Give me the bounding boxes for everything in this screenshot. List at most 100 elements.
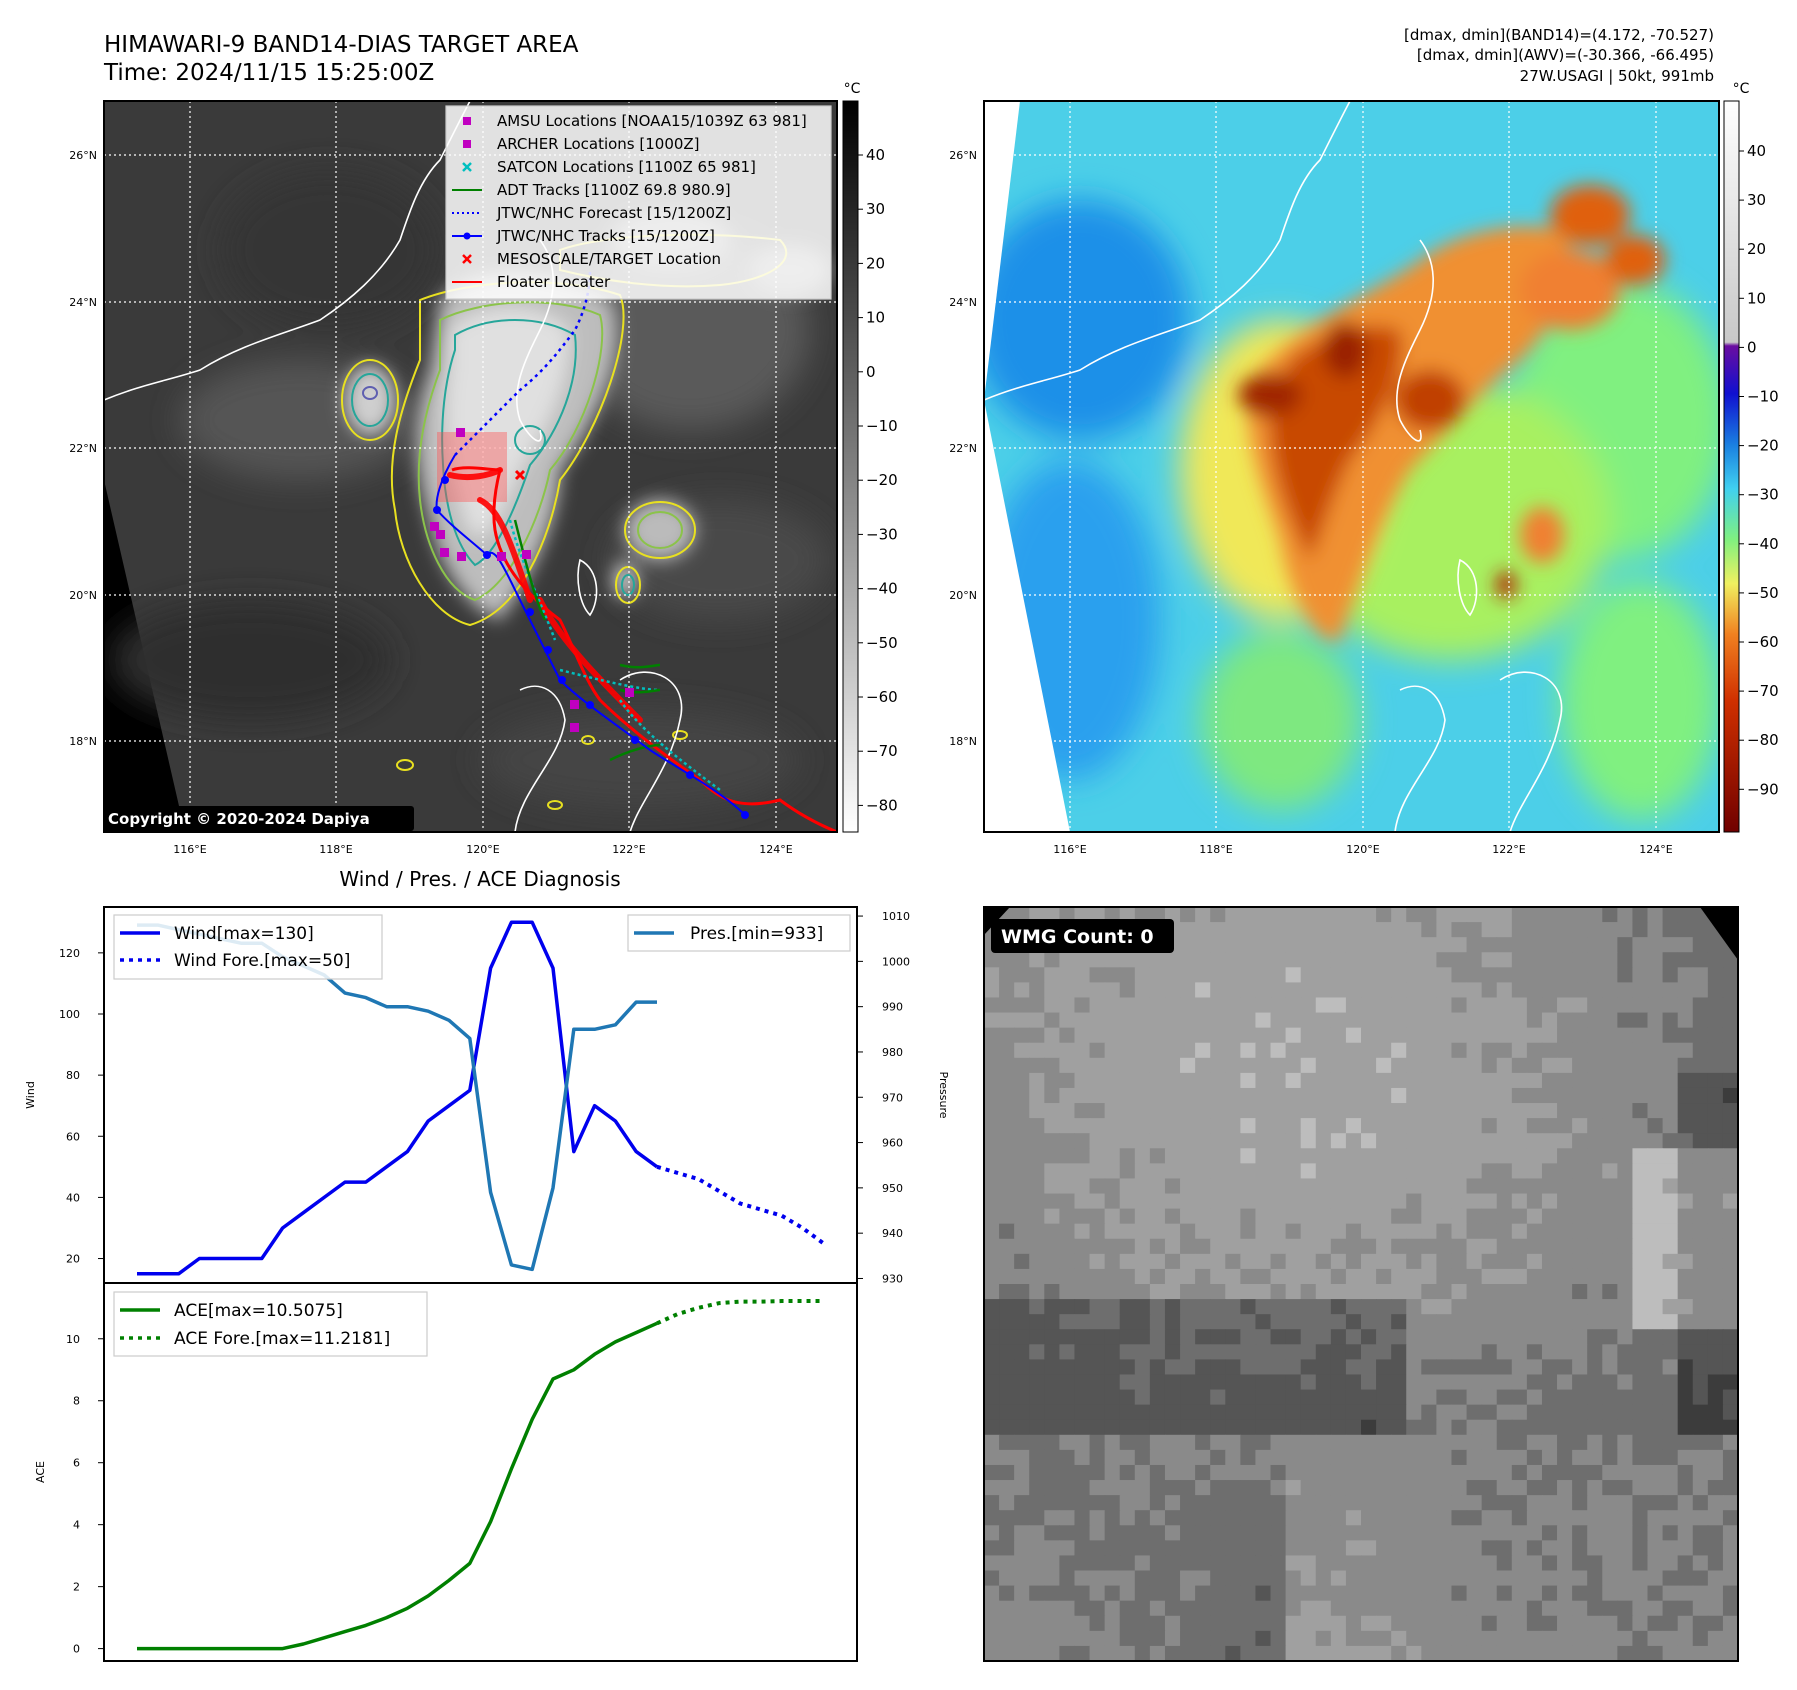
wmg-cell — [1149, 1510, 1166, 1526]
wmg-cell — [1391, 1193, 1407, 1210]
wmg-cell — [1240, 1449, 1257, 1466]
wmg-cell — [1677, 1299, 1694, 1315]
wmg-cell — [1677, 1615, 1694, 1632]
wmg-cell — [1014, 1012, 1030, 1029]
wmg-cell — [1134, 1133, 1151, 1149]
wmg-cell — [1225, 1630, 1241, 1647]
wmg-cell — [1285, 1540, 1302, 1557]
wmg-cell — [1466, 1525, 1483, 1541]
wmg-cell — [1406, 1449, 1422, 1466]
wmg-cell — [1315, 1103, 1332, 1119]
wmg-cell — [1361, 1495, 1377, 1511]
wmg-cell — [1240, 1057, 1257, 1074]
wmg-cell — [1014, 1495, 1030, 1511]
wind-tick-label: 120 — [59, 947, 80, 960]
wmg-cell — [1014, 1464, 1030, 1481]
wmg-cell — [1466, 1103, 1483, 1119]
wmg-cell — [1134, 1299, 1151, 1315]
map-legend-entry: ARCHER Locations [1000Z] — [463, 135, 700, 153]
wmg-cell — [1496, 1253, 1513, 1270]
wmg-cell — [1421, 1555, 1437, 1572]
wmg-cell — [1496, 1163, 1513, 1180]
wmg-cell — [1662, 1193, 1679, 1210]
wmg-cell — [1526, 1645, 1543, 1661]
wmg-cell — [1315, 982, 1332, 999]
wmg-cell — [1149, 1404, 1166, 1421]
wmg-cell — [1406, 1329, 1422, 1345]
wmg-image — [984, 907, 1738, 1661]
wmg-cell — [1587, 1238, 1603, 1255]
wmg-cell — [1285, 1163, 1302, 1180]
wmg-cell — [1059, 1042, 1076, 1059]
wmg-cell — [1240, 1027, 1257, 1044]
wmg-cell — [1074, 1495, 1091, 1511]
wmg-cell — [1496, 1585, 1513, 1602]
wmg-cell — [1376, 1540, 1392, 1557]
wmg-cell — [1376, 1072, 1392, 1089]
wmg-cell — [984, 1540, 1000, 1557]
wmg-cell — [1270, 1404, 1287, 1421]
wmg-cell — [1391, 1630, 1407, 1647]
wmg-cell — [1421, 967, 1437, 983]
wmg-cell — [1315, 1027, 1332, 1044]
right-colorbar-tick-label: −50 — [1747, 584, 1779, 602]
wmg-cell — [1255, 1464, 1272, 1481]
wmg-cell — [1572, 1163, 1588, 1180]
wmg-cell — [1632, 1359, 1649, 1376]
wmg-cell — [1481, 1208, 1498, 1225]
wmg-cell — [1059, 1585, 1076, 1602]
wmg-cell — [1662, 1284, 1679, 1300]
wmg-cell — [984, 1193, 1000, 1210]
wmg-cell — [1496, 1570, 1513, 1587]
wmg-cell — [1119, 1615, 1136, 1632]
wind-pressure-chart: Wind Pressure 20406080100120930940950960… — [24, 906, 950, 1285]
wmg-cell — [1164, 1404, 1181, 1421]
left-colorbar-tick-label: 30 — [866, 200, 885, 218]
wmg-cell — [1134, 1570, 1151, 1587]
wmg-cell — [1496, 952, 1513, 968]
wmg-cell — [984, 1570, 1000, 1587]
wmg-cell — [1557, 1434, 1573, 1451]
wmg-cell — [1119, 1359, 1136, 1376]
wmg-cell — [1662, 1419, 1679, 1436]
wmg-cell — [1421, 1495, 1437, 1511]
wmg-cell — [1526, 1163, 1543, 1180]
wmg-cell — [1572, 1464, 1588, 1481]
wmg-cell — [1074, 1178, 1091, 1195]
wmg-cell — [1345, 937, 1362, 953]
wmg-cell — [984, 952, 1000, 968]
wmg-cell — [1451, 1253, 1468, 1270]
wmg-cell — [1345, 997, 1362, 1014]
wmg-cell — [1029, 1103, 1045, 1119]
wmg-cell — [1647, 937, 1664, 953]
wmg-cell — [1014, 1344, 1030, 1360]
wmg-cell — [999, 1329, 1015, 1345]
wmg-cell — [1647, 1012, 1664, 1029]
wmg-cell — [1044, 1555, 1060, 1572]
wmg-cell — [1330, 1012, 1347, 1029]
wmg-cell — [1285, 1103, 1302, 1119]
wmg-cell — [1074, 1449, 1091, 1466]
wmg-cell — [1089, 1299, 1106, 1315]
wmg-cell — [1436, 1525, 1453, 1541]
wmg-cell — [1119, 1404, 1136, 1421]
adt-track — [513, 519, 661, 762]
wmg-cell — [1421, 1389, 1437, 1406]
wmg-cell — [1014, 1615, 1030, 1632]
wind-legend-label: Wind[max=130] — [174, 924, 314, 944]
wmg-cell — [1647, 1042, 1664, 1059]
wmg-cell — [1059, 1133, 1076, 1149]
wmg-cell — [1315, 1208, 1332, 1225]
wmg-cell — [1421, 1645, 1437, 1661]
wmg-cell — [1044, 1223, 1060, 1240]
wmg-cell — [1481, 1314, 1498, 1330]
wmg-cell — [1466, 1329, 1483, 1345]
wmg-cell — [1511, 1344, 1528, 1360]
wmg-cell — [1089, 1329, 1106, 1345]
wmg-cell — [1119, 1178, 1136, 1195]
wmg-cell — [1029, 1118, 1045, 1134]
wmg-cell — [1059, 907, 1076, 923]
wmg-cell — [1526, 1178, 1543, 1195]
wmg-cell — [1632, 1193, 1649, 1210]
wmg-cell — [1255, 1238, 1272, 1255]
